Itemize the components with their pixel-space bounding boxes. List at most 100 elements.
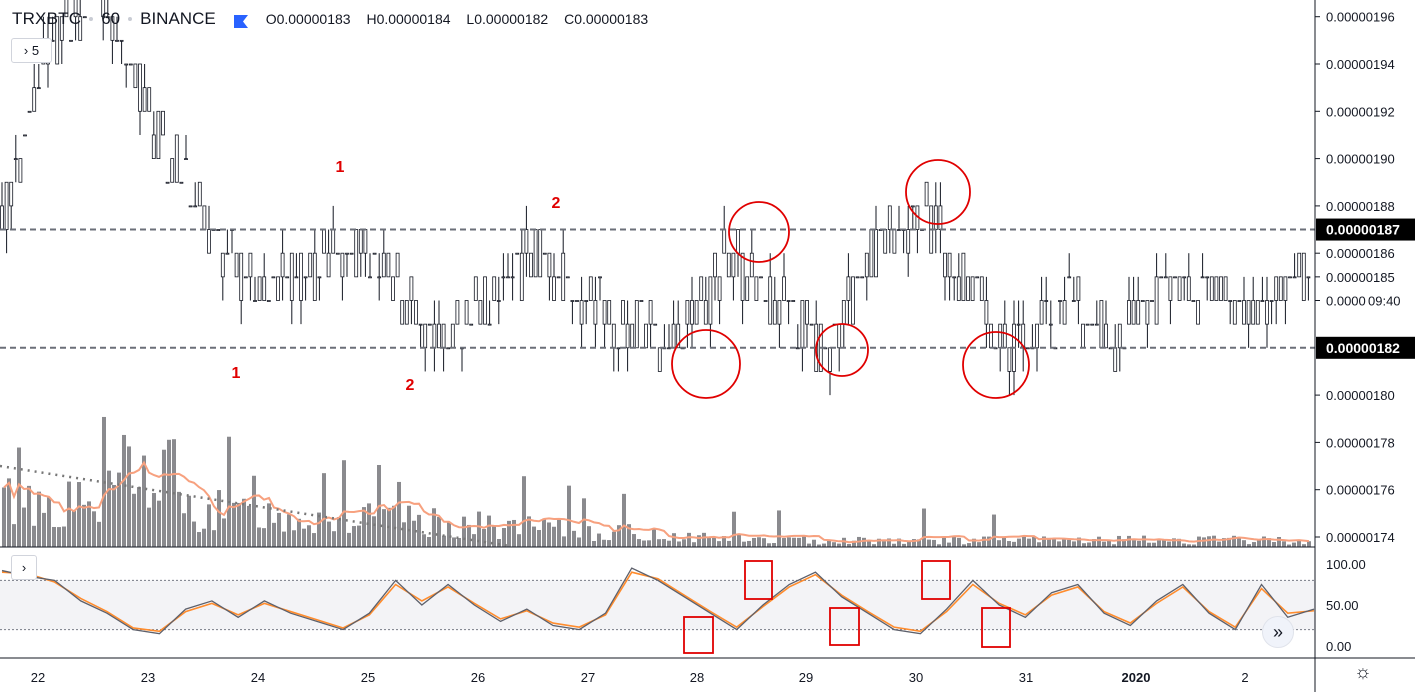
candle-body xyxy=(851,276,855,325)
annotation-circle xyxy=(671,329,741,399)
stochastic-oscillator xyxy=(1,567,1315,635)
oscillator-toggle-button[interactable]: › xyxy=(11,555,37,580)
annotation-box xyxy=(829,607,860,646)
candle-body xyxy=(1081,323,1085,349)
candle-body xyxy=(717,276,722,301)
volume-bar xyxy=(557,518,561,547)
volume-bar xyxy=(597,533,601,547)
candle-body xyxy=(616,347,621,350)
oscillator-axis-label: 50.00 xyxy=(1326,598,1359,613)
volume-bar xyxy=(652,527,656,547)
volume-bar xyxy=(192,521,196,547)
volume-bar xyxy=(842,537,846,547)
volume-bar xyxy=(467,524,471,547)
volume-bar xyxy=(532,526,536,547)
volume-bar xyxy=(72,510,76,547)
volume-bar xyxy=(712,537,716,547)
time-axis-label: 27 xyxy=(581,670,595,685)
volume-bar xyxy=(722,536,726,547)
volume-bar xyxy=(962,544,966,547)
candle-body xyxy=(354,229,359,278)
candle-body xyxy=(23,134,27,137)
volume-bar xyxy=(1117,535,1121,547)
candle-body xyxy=(312,252,317,301)
volume-bar xyxy=(1052,538,1056,547)
volume-bar xyxy=(322,473,326,547)
candle-body xyxy=(1177,276,1182,301)
symbol-name[interactable]: TRXBTC xyxy=(12,9,82,28)
annotation-circle xyxy=(905,159,971,225)
volume-bar xyxy=(882,541,886,547)
volume-bar xyxy=(357,525,361,547)
candle-body xyxy=(1159,276,1164,279)
interval-label[interactable]: 60 xyxy=(101,9,121,28)
candle-body xyxy=(1016,323,1021,326)
candle-body xyxy=(1246,300,1251,325)
volume-bar xyxy=(362,507,366,547)
volume-bar xyxy=(107,470,111,547)
volume-bar xyxy=(797,537,801,547)
candle-body xyxy=(381,252,386,278)
candle-body xyxy=(906,229,911,254)
volume-bar xyxy=(1172,538,1176,547)
volume-bar xyxy=(632,534,636,547)
volume-bar xyxy=(1132,540,1136,547)
volume-bar xyxy=(22,507,26,547)
settings-button[interactable]: ☼ xyxy=(1352,662,1374,684)
candle-body xyxy=(657,347,662,372)
volume-bar xyxy=(527,516,531,547)
volume-bar xyxy=(97,521,101,547)
candle-body xyxy=(156,110,161,160)
volume-bar xyxy=(572,530,576,547)
support-label: 0.00000182 xyxy=(1326,340,1400,356)
volume-bar xyxy=(247,505,251,547)
volume-bar xyxy=(222,518,226,547)
candle-body xyxy=(625,323,630,349)
candle-body xyxy=(828,347,832,372)
open-value: O0.00000183 xyxy=(265,11,351,27)
volume-bar xyxy=(907,540,911,547)
volume-bar xyxy=(862,537,866,547)
candle-body xyxy=(1131,300,1136,325)
volume-bar xyxy=(952,535,956,547)
candle-body xyxy=(1076,276,1081,301)
flag-icon[interactable] xyxy=(233,13,248,28)
price-candles xyxy=(0,0,1311,396)
volume-bar xyxy=(1157,540,1161,547)
volume-bar xyxy=(867,540,871,547)
volume-bar xyxy=(972,538,976,547)
candle-body xyxy=(690,300,694,325)
candle-body xyxy=(1136,300,1141,325)
volume-bar xyxy=(697,535,701,547)
candle-body xyxy=(1044,300,1049,302)
candle-body xyxy=(193,205,198,208)
candle-body xyxy=(874,229,878,278)
candle-body xyxy=(1002,323,1007,349)
volume-ma-line xyxy=(3,460,1310,544)
volume-bar xyxy=(647,540,651,547)
volume-bar xyxy=(307,525,311,547)
volume-bar xyxy=(132,493,136,547)
volume-bar xyxy=(837,543,841,547)
candle-body xyxy=(1127,300,1131,325)
volume-bar xyxy=(672,533,676,547)
candle-body xyxy=(713,252,717,278)
volume-bar xyxy=(1017,538,1021,547)
candle-body xyxy=(639,300,644,302)
volume-bar xyxy=(877,538,881,547)
volume-bar xyxy=(762,538,766,547)
volume-bar xyxy=(947,542,951,547)
candle-body xyxy=(220,252,225,278)
candle-body xyxy=(151,134,156,159)
indicators-toggle-button[interactable]: › 5 xyxy=(11,38,52,63)
candle-body xyxy=(1274,276,1279,301)
candle-body xyxy=(611,323,616,349)
scroll-to-realtime-button[interactable]: » xyxy=(1262,616,1294,648)
volume-bar xyxy=(1022,536,1026,547)
candle-body xyxy=(694,300,699,325)
volume-bar xyxy=(1307,541,1311,547)
volume-bar xyxy=(287,514,291,547)
volume-bar xyxy=(1247,544,1251,547)
time-axis-label: 25 xyxy=(361,670,375,685)
